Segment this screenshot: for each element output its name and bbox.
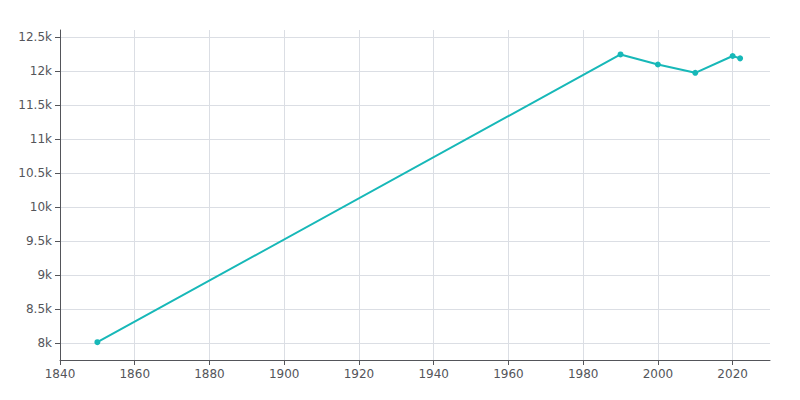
- svg-text:11.5k: 11.5k: [18, 98, 52, 112]
- svg-text:1960: 1960: [493, 367, 524, 381]
- svg-text:10k: 10k: [30, 200, 52, 214]
- svg-text:11k: 11k: [30, 132, 52, 146]
- svg-text:1940: 1940: [418, 367, 449, 381]
- svg-text:2020: 2020: [717, 367, 748, 381]
- svg-text:1840: 1840: [45, 367, 76, 381]
- svg-text:12.5k: 12.5k: [18, 30, 52, 44]
- svg-text:1920: 1920: [344, 367, 375, 381]
- svg-text:9.5k: 9.5k: [26, 234, 52, 248]
- svg-text:12k: 12k: [30, 64, 52, 78]
- svg-text:10.5k: 10.5k: [18, 166, 52, 180]
- svg-text:1900: 1900: [269, 367, 300, 381]
- svg-text:2000: 2000: [643, 367, 674, 381]
- svg-text:1880: 1880: [194, 367, 225, 381]
- svg-text:1860: 1860: [119, 367, 150, 381]
- svg-text:8k: 8k: [37, 336, 52, 350]
- svg-text:8.5k: 8.5k: [26, 302, 52, 316]
- svg-text:9k: 9k: [37, 268, 52, 282]
- svg-text:1980: 1980: [568, 367, 599, 381]
